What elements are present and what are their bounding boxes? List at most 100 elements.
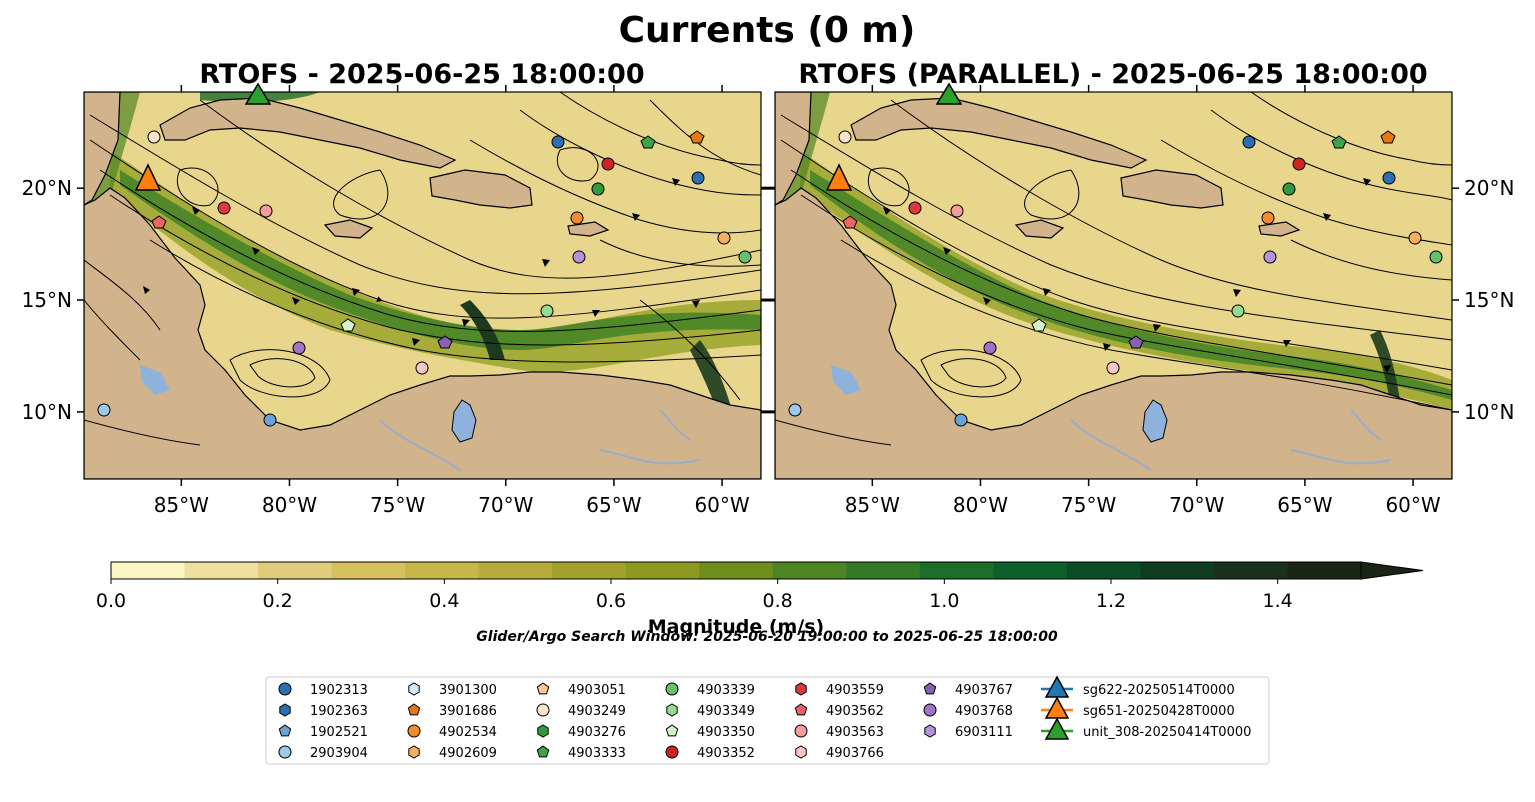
glider-marker	[134, 163, 162, 191]
lat-tick-label: 20°N	[1464, 176, 1514, 200]
lake-maracaibo	[451, 399, 477, 443]
float-marker	[1282, 182, 1296, 196]
panel-rtofs-parallel: RTOFS (PARALLEL) - 2025-06-25 18:00:00	[774, 59, 1453, 480]
map-area	[84, 92, 761, 479]
lat-tick-label: 10°N	[1464, 400, 1514, 424]
colorbar-ticks: 0.0 0.2 0.4 0.6 0.8 1.0 1.2 1.4	[96, 579, 1293, 612]
colorbar-segment	[1066, 562, 1141, 579]
float-marker	[1380, 130, 1396, 144]
colorbar-segment	[331, 562, 406, 579]
land-hispaniola	[429, 169, 533, 209]
float-marker	[950, 204, 964, 218]
float-marker	[540, 304, 554, 318]
lon-tick-label: 65°W	[1277, 493, 1332, 517]
float-marker	[263, 413, 277, 427]
lon-tick-label: 70°W	[1169, 493, 1224, 517]
float-marker	[292, 341, 306, 355]
land-puerto-rico	[1258, 221, 1301, 237]
lon-tick-label: 60°W	[694, 493, 749, 517]
float-marker	[954, 413, 968, 427]
legend-label: 4903768	[955, 704, 1013, 719]
legend-marker	[794, 724, 808, 738]
legend-marker	[407, 703, 421, 716]
lon-tick-label: 80°W	[262, 493, 317, 517]
float-marker	[1382, 171, 1396, 185]
map-frame	[774, 91, 1453, 480]
colorbar-segment	[846, 562, 921, 579]
legend-marker	[923, 682, 937, 695]
legend-label: 3901300	[439, 683, 497, 698]
float-marker	[437, 335, 453, 349]
legend-items: 1902313 1902363 1902521 2903904 3901300 39016…	[278, 675, 1251, 761]
colorbar-segment	[1287, 562, 1362, 579]
float-marker	[691, 171, 705, 185]
legend-label: 4902534	[439, 725, 497, 740]
colorbar-segments	[110, 561, 1424, 580]
lat-tick-label: 15°N	[22, 288, 72, 312]
legend-label: 1902313	[310, 683, 368, 698]
legend-marker	[278, 745, 292, 759]
legend-marker	[537, 724, 549, 738]
float-marker	[1263, 250, 1277, 264]
colorbar-tick-label: 0.2	[263, 590, 293, 612]
colorbar-segment	[772, 562, 847, 579]
legend-label: 1902521	[310, 725, 368, 740]
float-marker	[147, 130, 161, 144]
legend: 1902313 1902363 1902521 2903904 3901300 39016…	[265, 675, 1270, 765]
legend-label: 3901686	[439, 704, 497, 719]
legend-marker	[278, 682, 292, 696]
colorbar-tick-label: 1.0	[929, 590, 959, 612]
legend-label: 4903051	[568, 683, 626, 698]
legend-marker	[1044, 717, 1070, 740]
legend-label: 4903563	[826, 725, 884, 740]
legend-marker	[536, 682, 550, 695]
lon-tick-label: 75°W	[1061, 493, 1116, 517]
stream-arrows	[143, 178, 700, 346]
float-marker	[1128, 335, 1144, 349]
lat-tick-label: 15°N	[1464, 288, 1514, 312]
legend-label: 6903111	[955, 725, 1013, 740]
legend-label: 4903276	[568, 725, 626, 740]
colorbar-segment	[405, 562, 480, 579]
float-marker	[259, 204, 273, 218]
stream-arrows	[883, 178, 1391, 373]
colorbar-tick-label: 0.8	[763, 590, 793, 612]
panel-rtofs: RTOFS - 2025-06-25 18:00:00	[83, 59, 762, 480]
panel-title: RTOFS (PARALLEL) - 2025-06-25 18:00:00	[798, 59, 1427, 90]
colorbar-tick-label: 0.4	[429, 590, 459, 612]
lake-maracaibo	[1142, 399, 1168, 443]
legend-marker	[665, 724, 679, 737]
colorbar-label: Magnitude (m/s)	[648, 616, 825, 638]
float-marker	[217, 201, 231, 215]
legend-label: 1902363	[310, 704, 368, 719]
legend-marker	[665, 745, 679, 759]
colorbar-segment	[1213, 562, 1288, 579]
land-central-america	[84, 187, 761, 479]
colorbar-segment	[919, 562, 994, 579]
float-marker	[340, 318, 356, 332]
float-marker	[415, 361, 429, 375]
legend-label: sg651-20250428T0000	[1083, 704, 1235, 719]
colorbar-tick-label: 0.0	[96, 590, 126, 612]
float-marker	[717, 231, 731, 245]
river	[1070, 409, 1392, 471]
legend-label: 4903350	[697, 725, 755, 740]
legend-marker	[795, 745, 807, 759]
float-marker	[1408, 231, 1422, 245]
legend-label: 4903333	[568, 746, 626, 761]
colorbar-segment	[478, 562, 553, 579]
float-marker	[551, 135, 565, 149]
float-marker	[838, 130, 852, 144]
legend-label: 4902609	[439, 746, 497, 761]
float-marker	[1242, 135, 1256, 149]
legend-label: unit_308-20250414T0000	[1083, 725, 1251, 740]
float-marker	[842, 215, 858, 229]
legend-marker	[278, 724, 292, 737]
legend-marker	[794, 703, 808, 716]
legend-marker	[536, 745, 550, 758]
land-hispaniola	[1120, 169, 1224, 209]
legend-marker	[923, 703, 937, 717]
axes: 85°W 80°W 75°W 70°W 65°W 60°W 20°N 15°N 10°N 85°W…	[22, 85, 1514, 517]
float-marker	[591, 182, 605, 196]
float-marker	[1231, 304, 1245, 318]
